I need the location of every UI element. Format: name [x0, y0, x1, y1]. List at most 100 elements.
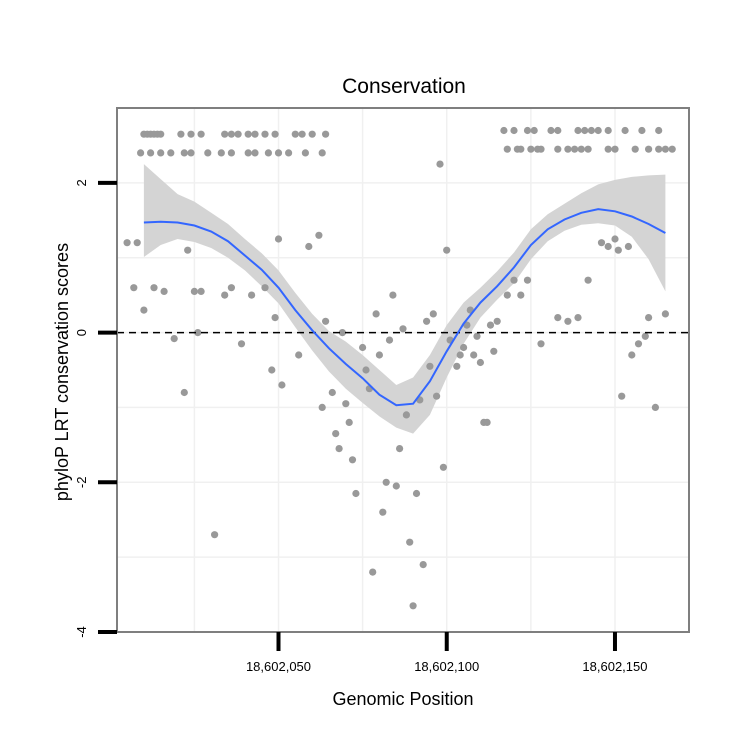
data-point [429, 310, 437, 318]
data-point [574, 314, 582, 322]
data-point [348, 456, 357, 464]
data-point [227, 149, 235, 157]
x-axis: 18,602,050 18,602,100 18,602,150 [246, 632, 648, 674]
data-point [460, 343, 468, 352]
confidence-band [143, 164, 666, 434]
data-point [604, 242, 612, 251]
data-point [352, 489, 360, 498]
data-point [137, 149, 145, 157]
x-tick-label: 18,602,100 [414, 659, 479, 674]
data-point [197, 287, 205, 295]
data-point [517, 145, 525, 153]
data-point [379, 508, 387, 516]
data-point [271, 314, 279, 322]
data-point [577, 145, 585, 153]
data-point [554, 314, 562, 322]
data-point [641, 332, 649, 340]
data-point [308, 130, 316, 138]
data-point [621, 126, 629, 135]
data-point [295, 351, 303, 359]
data-point [130, 284, 138, 292]
data-point [335, 445, 343, 453]
data-point [547, 126, 555, 135]
data-point [611, 235, 619, 243]
data-point [634, 340, 643, 348]
data-point [537, 340, 545, 348]
y-tick-label: -2 [74, 477, 89, 489]
data-point [157, 149, 165, 157]
data-point [274, 235, 283, 243]
data-point [177, 130, 185, 138]
data-point [271, 130, 279, 138]
data-point [322, 130, 330, 138]
data-point [291, 130, 299, 138]
data-point [453, 362, 461, 370]
data-point [190, 287, 198, 295]
data-point [661, 145, 670, 153]
data-point [584, 276, 592, 284]
data-point [510, 276, 518, 284]
y-axis-title: phyloP LRT conservation scores [52, 243, 72, 501]
data-point [645, 314, 653, 322]
data-point [342, 400, 350, 408]
data-point [628, 351, 636, 359]
data-point [318, 149, 326, 157]
data-point [227, 284, 235, 292]
chart-title: Conservation [342, 75, 466, 98]
data-point [338, 329, 346, 337]
data-point [244, 130, 252, 138]
data-point [456, 351, 464, 359]
data-point [194, 329, 202, 337]
data-point [436, 160, 444, 168]
data-point [133, 239, 141, 247]
data-point [217, 149, 225, 157]
data-point [278, 381, 286, 389]
data-point [372, 310, 380, 318]
data-point [406, 538, 414, 546]
data-point [574, 126, 582, 135]
x-axis-title: Genomic Position [332, 689, 473, 709]
data-point [332, 430, 340, 438]
data-point [584, 145, 592, 153]
data-point [274, 149, 283, 157]
data-point [409, 602, 417, 610]
data-point [261, 284, 269, 292]
x-tick-label: 18,602,150 [582, 659, 647, 674]
data-point [426, 362, 434, 370]
data-point [369, 568, 377, 576]
data-point [184, 246, 192, 254]
data-point [285, 149, 293, 157]
data-point [264, 149, 272, 157]
y-axis: -4 -2 0 2 [74, 179, 117, 638]
data-point [221, 130, 229, 138]
data-point [476, 358, 484, 367]
data-point [503, 145, 511, 153]
data-point [523, 276, 532, 284]
data-point [537, 145, 545, 153]
data-point [594, 126, 602, 135]
data-point [298, 130, 306, 138]
data-point [234, 130, 242, 138]
data-point [554, 126, 562, 135]
data-point [655, 145, 663, 153]
data-point [500, 126, 508, 135]
data-point [244, 149, 252, 157]
data-point [564, 317, 572, 325]
data-point [645, 145, 653, 153]
confidence-band-area [143, 164, 666, 434]
data-point [638, 126, 646, 135]
data-point [631, 145, 639, 153]
data-point [197, 130, 205, 138]
data-point [564, 145, 572, 153]
data-point [123, 239, 131, 247]
data-point [204, 149, 212, 157]
data-point [668, 145, 676, 153]
data-point [443, 246, 451, 254]
data-point [412, 489, 421, 498]
data-point [389, 291, 397, 299]
data-point [470, 351, 478, 359]
data-point [305, 242, 313, 251]
data-point [661, 310, 670, 318]
data-point [493, 317, 501, 325]
